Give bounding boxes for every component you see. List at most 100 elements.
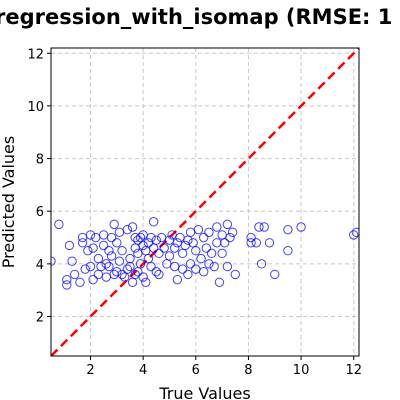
data-point <box>109 219 119 230</box>
data-point <box>106 251 117 261</box>
data-point <box>206 248 217 259</box>
data-point <box>127 222 138 232</box>
data-point <box>117 246 127 256</box>
data-point <box>201 243 212 253</box>
data-point <box>64 240 75 251</box>
data-point <box>138 240 148 251</box>
data-point <box>69 269 80 280</box>
reference-line <box>51 48 359 356</box>
data-point <box>230 269 240 280</box>
data-point <box>270 269 280 280</box>
data-point <box>88 243 98 253</box>
data-point <box>98 240 109 251</box>
data-point <box>193 224 204 235</box>
data-point <box>101 259 111 269</box>
x-tick-label: 8 <box>244 363 252 378</box>
data-point <box>133 235 143 245</box>
data-point <box>191 246 201 256</box>
data-point <box>109 269 119 280</box>
y-tick-label: 2 <box>36 311 44 326</box>
data-point <box>204 227 214 237</box>
data-point <box>283 224 293 235</box>
y-axis: 2 4 6 8 10 12 <box>27 47 51 326</box>
data-point <box>212 222 222 232</box>
data-point <box>51 256 56 266</box>
y-tick-label: 10 <box>27 100 44 115</box>
data-point <box>83 246 93 256</box>
data-point <box>185 259 196 269</box>
y-tick-label: 12 <box>27 47 44 62</box>
data-point <box>214 277 225 287</box>
data-point <box>88 274 98 285</box>
data-point <box>151 267 161 277</box>
x-axis: 2 4 6 8 10 12 <box>86 356 362 378</box>
data-point <box>112 238 122 248</box>
data-point <box>222 219 233 230</box>
data-point <box>217 248 227 259</box>
x-tick-label: 2 <box>86 363 94 378</box>
data-point <box>146 232 156 243</box>
data-point <box>164 251 175 261</box>
data-point <box>198 267 209 277</box>
data-point <box>227 227 238 237</box>
data-point <box>122 264 133 274</box>
data-point <box>85 230 96 240</box>
y-tick-label: 4 <box>36 258 44 273</box>
x-tick-label: 6 <box>192 363 200 378</box>
data-point <box>296 222 306 232</box>
data-point <box>256 259 267 269</box>
chart-title: regression_with_isomap (RMSE: 1 <box>0 5 392 29</box>
data-point <box>246 232 256 243</box>
data-point <box>209 261 219 272</box>
y-tick-label: 6 <box>36 205 44 220</box>
data-point <box>259 222 269 232</box>
data-point <box>251 238 262 248</box>
data-point <box>62 280 72 290</box>
reference-line-layer <box>51 48 359 356</box>
x-axis-label: True Values <box>158 384 250 400</box>
data-point <box>204 259 214 269</box>
data-point <box>125 261 135 272</box>
data-point <box>196 253 206 264</box>
data-point <box>172 274 183 285</box>
data-point <box>80 264 90 274</box>
data-point <box>283 246 293 256</box>
data-point <box>117 269 127 280</box>
data-point <box>151 235 161 245</box>
data-point <box>62 274 72 285</box>
data-point <box>349 230 359 240</box>
data-point <box>96 261 106 272</box>
y-tick-label: 8 <box>36 153 44 168</box>
data-point <box>220 238 230 248</box>
data-point <box>67 256 77 266</box>
data-point <box>254 222 264 232</box>
data-point <box>159 243 169 253</box>
x-tick-label: 4 <box>139 363 147 378</box>
data-point <box>212 238 222 248</box>
data-point <box>351 227 359 237</box>
y-axis-label: Predicted Values <box>0 136 18 268</box>
data-point <box>125 253 135 264</box>
data-point <box>154 248 164 259</box>
data-point <box>225 232 235 243</box>
x-tick-label: 12 <box>345 363 362 378</box>
data-point <box>77 238 88 248</box>
data-point <box>75 277 85 287</box>
plot-frame <box>50 47 360 357</box>
data-point <box>104 261 114 272</box>
data-point <box>170 243 180 253</box>
data-point <box>106 232 117 243</box>
data-point <box>222 261 233 272</box>
data-point <box>264 238 275 248</box>
x-tick-label: 10 <box>293 363 310 378</box>
data-point <box>54 219 64 230</box>
data-point <box>122 224 133 235</box>
data-point <box>85 261 96 272</box>
data-point <box>104 246 114 256</box>
data-point <box>154 269 164 280</box>
data-point <box>246 238 256 248</box>
data-point <box>177 264 188 274</box>
data-point <box>146 261 156 272</box>
